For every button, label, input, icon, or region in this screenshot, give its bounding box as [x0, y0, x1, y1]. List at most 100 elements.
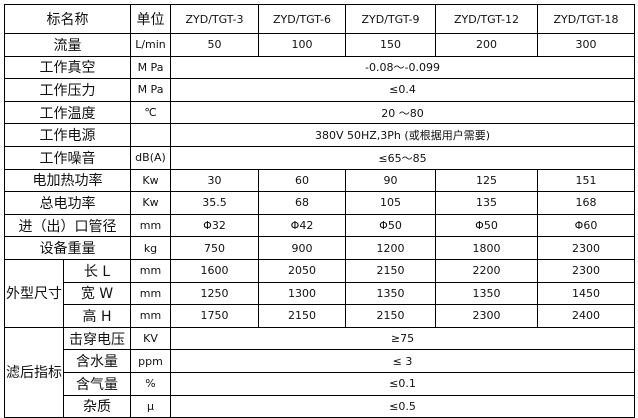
row-label: 击穿电压 [63, 326, 131, 351]
row-unit: mm [130, 258, 171, 283]
group-label: 滤后指标 [4, 326, 64, 418]
value-cell: 1350 [435, 281, 538, 306]
value-cell: 300 [537, 33, 635, 57]
shared-value-cell: 380V 50HZ,3Ph (或根据用户需要) [170, 123, 635, 147]
table-row: 含气量% ≤0.1 [5, 371, 635, 396]
table-row: 标名称 单位 ZYD/TGT-3 ZYD/TGT-6 ZYD/TGT-9 ZYD/TGT-… [4, 4, 635, 34]
value-cell: 1450 [537, 281, 635, 306]
value-cell: 1200 [345, 236, 436, 260]
shared-value-cell: ≤0.4 [170, 78, 635, 102]
row-unit: mm [130, 213, 171, 238]
value-cell: Φ32 [170, 213, 259, 238]
value-cell: 30 [170, 168, 259, 193]
row-unit: dB(A) [130, 145, 171, 170]
row-label: 工作电源 [4, 123, 131, 147]
row-label: 进（出）口管径 [4, 213, 131, 238]
row-label: 总电功率 [4, 191, 131, 215]
spec-table: 标名称 单位 ZYD/TGT-3 ZYD/TGT-6 ZYD/TGT-9 ZYD/TGT-… [4, 4, 635, 418]
row-label: 长 L [63, 258, 131, 283]
row-unit: μ [130, 394, 171, 418]
row-label: 工作真空 [4, 55, 131, 80]
table-row: 滤后指标 击穿电压 KV ≥75 [4, 326, 635, 418]
value-cell: 2050 [258, 258, 346, 283]
value-cell: 1800 [435, 236, 538, 260]
row-label: 工作噪音 [4, 145, 131, 170]
row-unit: kg [130, 236, 171, 260]
value-cell: 2150 [258, 304, 346, 328]
table-row: 工作压力 M Pa ≤0.4 [4, 78, 635, 102]
table-row: 总电功率 Kw 35.5 68 105 135 168 [4, 191, 635, 215]
row-label: 杂质 [63, 394, 131, 418]
row-label: 流量 [4, 33, 131, 57]
value-cell: 2300 [537, 258, 635, 283]
row-unit: mm [130, 304, 171, 328]
shared-value-cell: -0.08～-0.099 [170, 55, 635, 80]
table-row: 工作电源 380V 50HZ,3Ph (或根据用户需要) [4, 123, 635, 147]
row-label: 宽 W [63, 281, 131, 306]
value-cell: 2400 [537, 304, 635, 328]
row-label: 含气量 [63, 371, 131, 396]
shared-value-cell: 20 ～80 [170, 100, 635, 125]
row-unit: Kw [130, 191, 171, 215]
value-cell: 200 [435, 33, 538, 57]
row-unit [130, 123, 171, 147]
value-cell: 2300 [435, 304, 538, 328]
value-cell: Φ50 [345, 213, 436, 238]
value-cell: 2150 [345, 258, 436, 283]
value-cell: 900 [258, 236, 346, 260]
table-row: 杂质 μ ≤0.5 [5, 394, 635, 418]
value-cell: 1300 [258, 281, 346, 306]
value-cell: 100 [258, 33, 346, 57]
table-row: 流量 L/min 50 100 150 200 300 [4, 33, 635, 57]
shared-value-cell: ≤0.5 [170, 394, 635, 418]
row-unit: M Pa [130, 55, 171, 80]
row-unit: ℃ [130, 100, 171, 125]
row-label: 设备重量 [4, 236, 131, 260]
header-model: ZYD/TGT-9 [345, 4, 436, 34]
value-cell: 1600 [170, 258, 259, 283]
value-cell: 1350 [345, 281, 436, 306]
row-unit: KV [130, 326, 171, 351]
value-cell: 90 [345, 168, 436, 193]
value-cell: 150 [345, 33, 436, 57]
table-row: 电加热功率 Kw 30 60 90 125 151 [4, 168, 635, 193]
table-row: 工作噪音 dB(A) ≤65～85 [4, 145, 635, 170]
table-row: 工作温度 ℃ 20 ～80 [4, 100, 635, 125]
header-unit: 单位 [130, 4, 171, 34]
value-cell: 168 [537, 191, 635, 215]
header-model: ZYD/TGT-12 [435, 4, 538, 34]
table-row: 工作真空 M Pa -0.08～-0.099 [4, 55, 635, 80]
shared-value-cell: ≤ 3 [170, 349, 635, 373]
row-label: 高 H [63, 304, 131, 328]
row-unit: ppm [130, 349, 171, 373]
value-cell: 2300 [537, 236, 635, 260]
value-cell: 105 [345, 191, 436, 215]
value-cell: 60 [258, 168, 346, 193]
value-cell: 35.5 [170, 191, 259, 215]
header-model: ZYD/TGT-6 [258, 4, 346, 34]
table-row: 设备重量 kg 750 900 1200 1800 2300 [4, 236, 635, 260]
value-cell: 125 [435, 168, 538, 193]
value-cell: 1250 [170, 281, 259, 306]
header-model: ZYD/TGT-3 [170, 4, 259, 34]
row-label: 工作压力 [4, 78, 131, 102]
table-row: 进（出）口管径 mm Φ32 Φ42 Φ50 Φ50 Φ60 [4, 213, 635, 238]
value-cell: 2150 [345, 304, 436, 328]
value-cell: Φ50 [435, 213, 538, 238]
shared-value-cell: ≤65～85 [170, 145, 635, 170]
row-label: 含水量 [63, 349, 131, 373]
value-cell: 750 [170, 236, 259, 260]
shared-value-cell: ≤0.1 [170, 371, 635, 396]
row-label: 电加热功率 [4, 168, 131, 193]
row-unit: L/min [130, 33, 171, 57]
value-cell: 50 [170, 33, 259, 57]
header-name: 标名称 [4, 4, 131, 34]
row-label: 工作温度 [4, 100, 131, 125]
row-unit: M Pa [130, 78, 171, 102]
row-unit: % [130, 371, 171, 396]
shared-value-cell: ≥75 [170, 326, 635, 351]
row-unit: mm [130, 281, 171, 306]
